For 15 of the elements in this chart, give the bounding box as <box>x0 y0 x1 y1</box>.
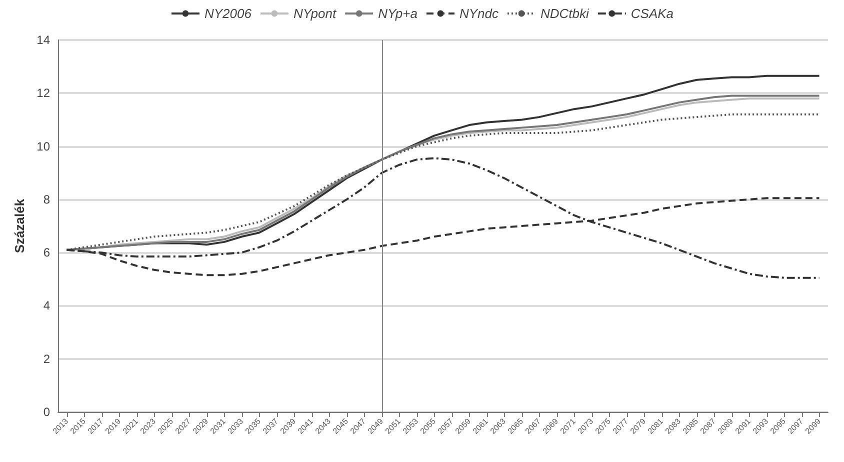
y-tick-label: 8 <box>43 192 50 206</box>
y-tick-label: 12 <box>36 86 50 100</box>
y-tick-label: 6 <box>43 246 50 260</box>
legend-label: NYpont <box>293 6 338 21</box>
y-tick-label: 14 <box>36 33 50 47</box>
legend-label: CSAKa <box>630 6 674 21</box>
y-tick-label: 10 <box>36 139 50 154</box>
y-axis-title: Százalék <box>12 198 27 254</box>
y-tick-label: 0 <box>43 405 50 419</box>
y-tick-label: 4 <box>43 298 50 313</box>
legend-label: NY2006 <box>204 6 252 21</box>
y-tick-label: 2 <box>43 352 50 366</box>
legend-label: NDCtbki <box>540 6 590 21</box>
legend-label: NYp+a <box>378 6 418 21</box>
legend-label: NYndc <box>459 6 500 21</box>
